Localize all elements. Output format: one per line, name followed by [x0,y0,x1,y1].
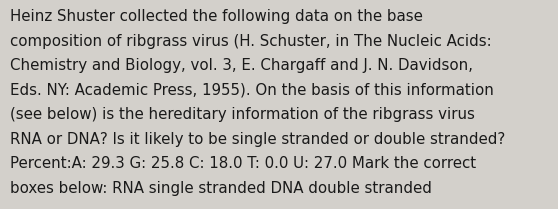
Text: Percent:A: 29.3 G: 25.8 C: 18.0 T: 0.0 U: 27.0 Mark the correct: Percent:A: 29.3 G: 25.8 C: 18.0 T: 0.0 U… [10,156,476,171]
Text: (see below) is the hereditary information of the ribgrass virus: (see below) is the hereditary informatio… [10,107,475,122]
Text: Chemistry and Biology, vol. 3, E. Chargaff and J. N. Davidson,: Chemistry and Biology, vol. 3, E. Charga… [10,58,473,73]
Text: boxes below: RNA single stranded DNA double stranded: boxes below: RNA single stranded DNA dou… [10,181,432,196]
Text: composition of ribgrass virus (H. Schuster, in The Nucleic Acids:: composition of ribgrass virus (H. Schust… [10,34,492,49]
Text: Heinz Shuster collected the following data on the base: Heinz Shuster collected the following da… [10,9,423,24]
Text: Eds. NY: Academic Press, 1955). On the basis of this information: Eds. NY: Academic Press, 1955). On the b… [10,83,494,98]
Text: RNA or DNA? Is it likely to be single stranded or double stranded?: RNA or DNA? Is it likely to be single st… [10,132,506,147]
